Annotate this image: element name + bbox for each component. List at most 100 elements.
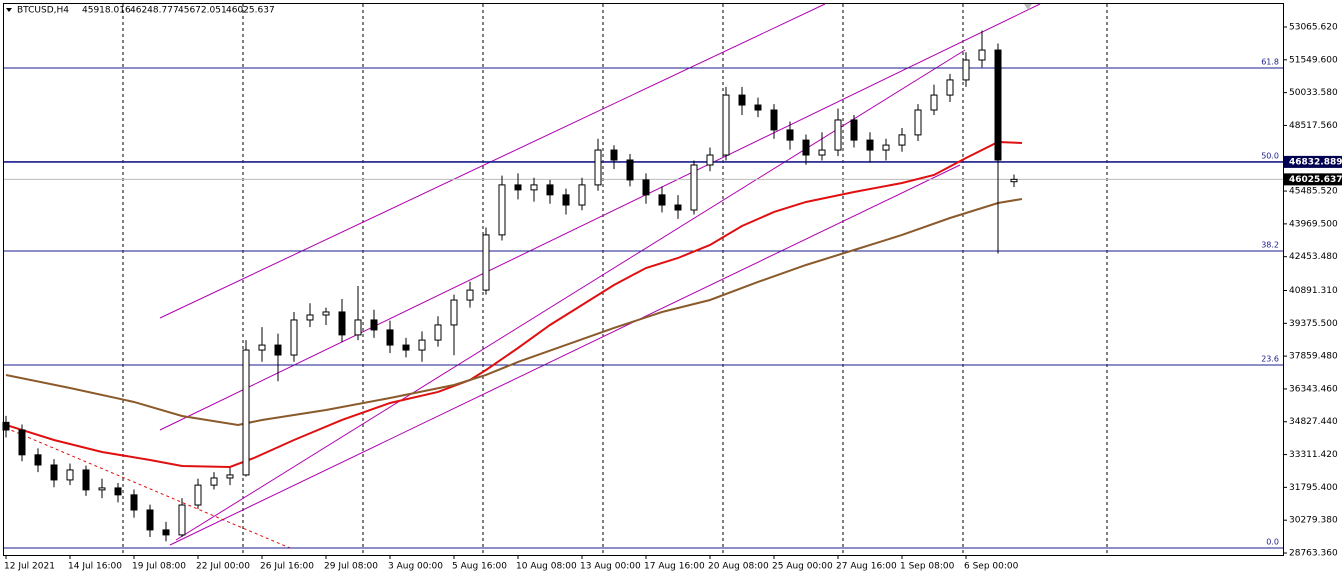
candle-body <box>626 159 634 181</box>
candle-body <box>946 79 954 96</box>
x-tick-label: 6 Sep 00:00 <box>964 562 1019 572</box>
y-tick-label: 42453.480 <box>1289 252 1338 262</box>
y-tick-label: 37859.480 <box>1289 352 1338 362</box>
x-tick-label: 27 Aug 16:00 <box>836 562 897 572</box>
candle-body <box>674 204 682 211</box>
x-tick-label: 13 Aug 00:00 <box>580 562 641 572</box>
candle-body <box>354 319 362 336</box>
fib-label: 0.0 <box>1266 537 1279 546</box>
y-tick-label: 33311.420 <box>1289 450 1338 460</box>
candle-body <box>418 339 426 351</box>
candle-body <box>754 104 762 111</box>
candle-body <box>738 94 746 106</box>
candle-body <box>82 469 90 491</box>
fib-label: 50.0 <box>1261 151 1279 160</box>
low-value: 45672.051 <box>178 6 227 16</box>
x-tick-label: 26 Jul 16:00 <box>260 562 314 572</box>
candle-body <box>50 464 58 481</box>
candle-body <box>610 149 618 161</box>
channel-line <box>159 3 1041 431</box>
y-tick-label: 28763.360 <box>1289 549 1338 559</box>
y-tick-label: 48517.560 <box>1289 121 1338 131</box>
fib-label: 61.8 <box>1261 57 1279 66</box>
x-tick-label: 19 Jul 08:00 <box>132 562 186 572</box>
y-tick-label: 51549.600 <box>1289 55 1338 65</box>
candle-body <box>578 184 586 206</box>
candle-body <box>258 344 266 351</box>
x-tick-label: 10 Aug 08:00 <box>516 562 577 572</box>
candle-body <box>770 109 778 131</box>
candle-body <box>178 504 186 536</box>
candle-body <box>850 119 858 141</box>
candle-body <box>290 319 298 356</box>
candle-body <box>722 94 730 156</box>
fib-label: 23.6 <box>1261 354 1279 363</box>
channel-line <box>169 164 961 546</box>
candle-body <box>546 184 554 196</box>
candle-body <box>594 149 602 186</box>
plot-frame <box>3 3 1284 556</box>
candle-body <box>930 94 938 111</box>
candle-body <box>162 529 170 536</box>
candle-body <box>834 119 842 151</box>
candle-body <box>866 139 874 151</box>
candle-body <box>98 487 106 491</box>
candle-body <box>882 144 890 151</box>
candle-body <box>2 421 10 431</box>
candle-body <box>18 429 26 456</box>
y-tick-label: 50033.580 <box>1289 88 1338 98</box>
candle-body <box>786 129 794 141</box>
menu-arrow <box>6 8 12 12</box>
candle-body <box>642 179 650 196</box>
candle-body <box>898 134 906 146</box>
candle-body <box>114 487 122 496</box>
moving-average <box>5 140 1023 468</box>
chart-layer: 61.8 50.0 38.2 23.6 0.0 <box>2 30 1283 549</box>
symbol: BTCUSD,H4 <box>17 6 69 16</box>
candle-body <box>306 314 314 321</box>
x-tick-label: 1 Sep 08:00 <box>900 562 955 572</box>
candle-body <box>434 324 442 341</box>
candle-body <box>1010 178 1018 183</box>
candle-body <box>242 349 250 476</box>
close-value: 46025.637 <box>226 6 275 16</box>
candle-body <box>386 329 394 346</box>
trendlines <box>5 3 1041 549</box>
candle-body <box>562 194 570 206</box>
x-tick-label: 3 Aug 00:00 <box>388 562 443 572</box>
marker-icon <box>1024 4 1032 10</box>
level-price-label: 46832.889 <box>1289 157 1343 167</box>
candle-body <box>914 109 922 136</box>
moving-average <box>5 198 1023 426</box>
candle-body <box>66 469 74 481</box>
x-tick-label: 14 Jul 16:00 <box>68 562 122 572</box>
x-tick-label: 5 Aug 16:00 <box>452 562 507 572</box>
level-price-label-box <box>1284 155 1342 168</box>
candle-body <box>338 311 346 336</box>
candle-body <box>450 299 458 326</box>
candle-body <box>658 194 666 206</box>
y-tick-label: 45485.520 <box>1289 187 1338 197</box>
candle-body <box>498 184 506 236</box>
y-tick-label: 39375.500 <box>1289 319 1338 329</box>
candle-body <box>994 49 1002 161</box>
fib-label: 38.2 <box>1261 240 1279 249</box>
candle-body <box>530 184 538 191</box>
candle-body <box>514 184 522 191</box>
x-tick-label: 20 Aug 08:00 <box>708 562 769 572</box>
current-price-label: 46025.637 <box>1289 175 1343 185</box>
candle-body <box>802 139 810 156</box>
candle-body <box>274 344 282 356</box>
high-value: 46248.777 <box>130 6 179 16</box>
current-price-label-box <box>1284 173 1342 186</box>
y-tick-label: 31795.400 <box>1289 483 1338 493</box>
y-tick-label: 36343.460 <box>1289 384 1338 394</box>
channel-line <box>159 3 826 319</box>
candle-body <box>482 234 490 291</box>
open-value: 45918.016 <box>82 6 131 16</box>
x-tick-label: 12 Jul 2021 <box>4 562 55 572</box>
y-tick-label: 30279.380 <box>1289 516 1338 526</box>
candle-body <box>402 344 410 351</box>
candle-body <box>146 509 154 531</box>
